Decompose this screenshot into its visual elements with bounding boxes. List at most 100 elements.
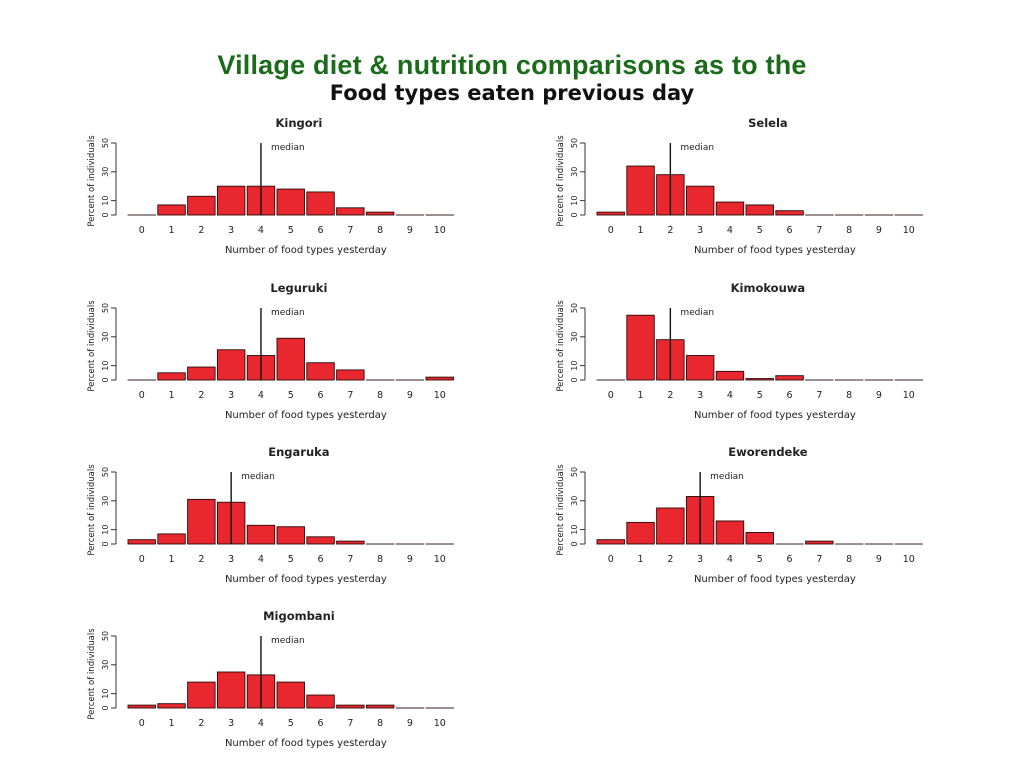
bar (626, 314, 655, 381)
x-tick-label: 0 (608, 225, 614, 236)
x-tick-label: 2 (198, 225, 204, 236)
y-tick-label: 10 (101, 196, 110, 206)
x-tick-label: 0 (608, 554, 614, 565)
x-tick-label: 8 (846, 390, 852, 401)
x-tick-label: 8 (377, 225, 383, 236)
bar (626, 521, 655, 545)
x-tick-label: 1 (169, 554, 175, 565)
x-axis-label: Number of food types yesterday (694, 410, 856, 421)
x-tick-label: 7 (816, 554, 822, 565)
bar (365, 211, 395, 216)
bar (626, 165, 655, 216)
y-tick-label: 50 (101, 467, 110, 477)
x-axis-label: Number of food types yesterday (694, 574, 856, 585)
x-tick-label: 7 (347, 225, 353, 236)
bar (187, 195, 216, 216)
x-tick-label: 3 (228, 718, 234, 729)
y-tick-label: 0 (570, 541, 579, 546)
x-tick-label: 5 (757, 225, 763, 236)
y-tick-label: 50 (101, 631, 110, 641)
median-label: median (271, 636, 305, 646)
x-tick-label: 9 (407, 718, 413, 729)
x-tick-label: 1 (638, 390, 644, 401)
bar (306, 362, 335, 381)
x-tick-label: 5 (757, 554, 763, 565)
x-tick-label: 7 (816, 225, 822, 236)
y-axis-label: Percent of individuals (87, 300, 97, 392)
y-tick-label: 30 (101, 496, 110, 506)
y-axis-label: Percent of individuals (556, 135, 566, 227)
x-tick-label: 3 (228, 225, 234, 236)
y-axis-label: Percent of individuals (87, 464, 97, 556)
bar (715, 201, 745, 216)
x-tick-label: 10 (434, 225, 446, 236)
bar (127, 704, 156, 709)
y-tick-label: 0 (570, 212, 579, 217)
x-tick-label: 5 (288, 554, 294, 565)
bar (715, 370, 745, 381)
x-tick-label: 9 (407, 554, 413, 565)
bar (216, 185, 246, 216)
x-axis-label: Number of food types yesterday (225, 245, 387, 256)
bar (187, 498, 216, 545)
y-tick-label: 30 (101, 167, 110, 177)
x-tick-label: 1 (169, 718, 175, 729)
x-tick-label: 1 (169, 225, 175, 236)
panel-title: Migombani (263, 609, 335, 623)
x-tick-label: 4 (258, 554, 264, 565)
x-tick-label: 3 (228, 390, 234, 401)
y-tick-label: 30 (101, 660, 110, 670)
x-tick-label: 6 (318, 554, 324, 565)
x-tick-label: 3 (697, 390, 703, 401)
x-tick-label: 4 (258, 225, 264, 236)
x-tick-label: 7 (816, 390, 822, 401)
y-axis-label: Percent of individuals (87, 628, 97, 720)
x-tick-label: 8 (377, 554, 383, 565)
median-label: median (271, 143, 305, 153)
x-tick-label: 5 (288, 390, 294, 401)
x-tick-label: 9 (876, 554, 882, 565)
x-axis-label: Number of food types yesterday (225, 574, 387, 585)
bar (157, 204, 186, 216)
y-tick-label: 30 (101, 332, 110, 342)
bar (685, 185, 715, 216)
bar (685, 355, 715, 381)
bar (216, 671, 246, 709)
x-tick-label: 0 (139, 225, 145, 236)
x-tick-label: 0 (139, 390, 145, 401)
bar (775, 375, 804, 381)
x-tick-label: 10 (903, 225, 915, 236)
bar (276, 188, 305, 216)
y-axis-label: Percent of individuals (87, 135, 97, 227)
median-label: median (241, 472, 275, 482)
bar (216, 349, 246, 381)
y-tick-label: 30 (570, 332, 579, 342)
x-tick-label: 6 (787, 390, 793, 401)
bar (336, 540, 365, 545)
bar (157, 533, 186, 545)
x-tick-label: 6 (787, 225, 793, 236)
panel-kimokouwa: Kimokouwa 0 10 30 50 Percent of individuals 0 1… (556, 281, 923, 421)
bar (246, 524, 276, 545)
x-tick-label: 8 (377, 390, 383, 401)
bar (745, 532, 774, 545)
x-tick-label: 4 (727, 554, 733, 565)
y-tick-label: 50 (570, 303, 579, 313)
x-tick-label: 10 (903, 390, 915, 401)
x-tick-label: 8 (846, 554, 852, 565)
bar (187, 681, 216, 709)
x-axis-label: Number of food types yesterday (694, 245, 856, 256)
median-label: median (271, 308, 305, 318)
x-tick-label: 7 (347, 554, 353, 565)
median-label: median (680, 143, 714, 153)
bar (365, 704, 395, 709)
y-tick-label: 10 (570, 196, 579, 206)
y-tick-label: 50 (101, 138, 110, 148)
x-tick-label: 5 (288, 718, 294, 729)
y-tick-label: 30 (570, 496, 579, 506)
x-tick-label: 6 (318, 718, 324, 729)
y-tick-label: 30 (570, 167, 579, 177)
bar (596, 539, 625, 545)
x-tick-label: 5 (288, 225, 294, 236)
panel-selela: Selela 0 10 30 50 Percent of individuals 0 1 2 3 4… (556, 116, 923, 256)
